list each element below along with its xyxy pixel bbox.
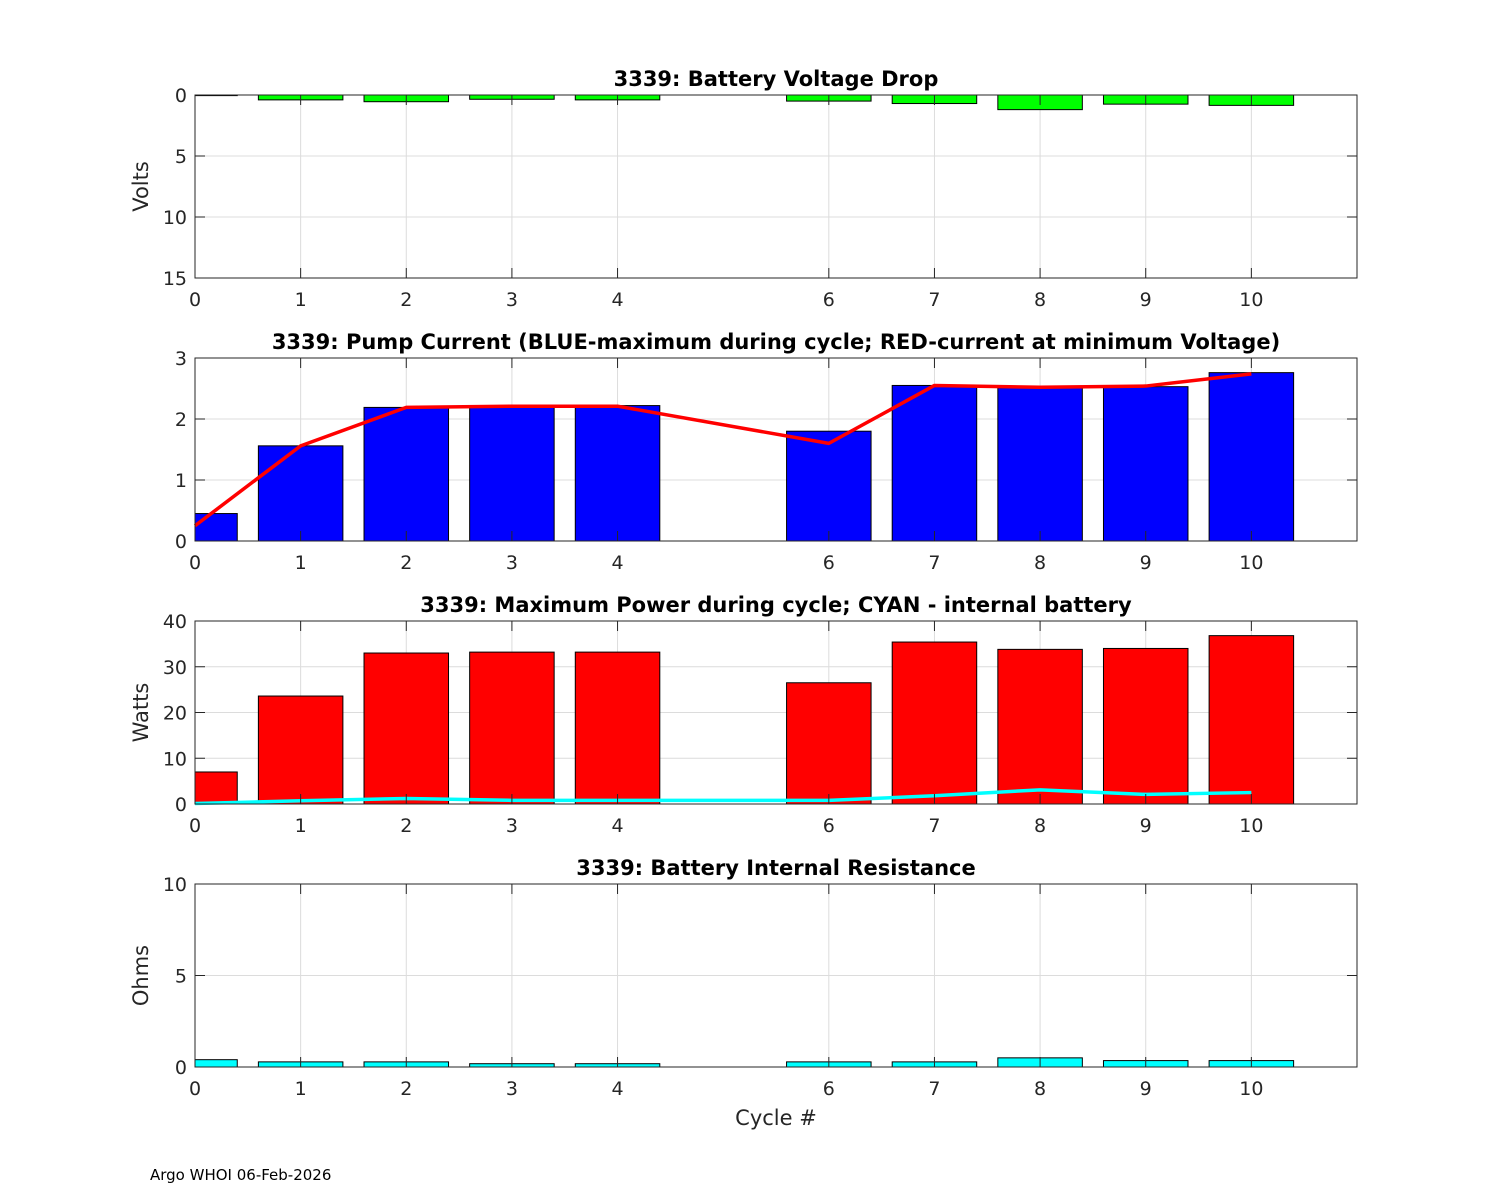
plot-area [195, 95, 1357, 278]
y-axis-label: Volts [129, 161, 153, 212]
x-tick-label: 10 [1239, 1078, 1263, 1100]
x-tick-label: 4 [611, 815, 623, 837]
x-tick-label: 10 [1239, 289, 1263, 311]
bar [891, 384, 978, 542]
x-tick-label: 6 [823, 552, 835, 574]
footer-stamp: Argo WHOI 06-Feb-2026 [150, 1166, 332, 1184]
axes-frame [194, 357, 1358, 542]
chart-panel-max-power: 0 1 2 3 4 6 7 8 9 10 0 10 20 30 40 3339: Maximum Power … [129, 593, 1358, 837]
x-tick-label: 9 [1140, 552, 1152, 574]
bar [1208, 372, 1295, 542]
x-tick-label: 0 [189, 815, 201, 837]
y-tick-label: 15 [163, 268, 187, 290]
x-tick-label: 7 [928, 289, 940, 311]
x-tick-label: 1 [295, 815, 307, 837]
x-tick-label: 3 [506, 289, 518, 311]
x-tick-label: 2 [400, 1078, 412, 1100]
x-tick-label: 9 [1140, 815, 1152, 837]
y-tick-label: 10 [163, 874, 187, 896]
x-tick-label: 1 [295, 1078, 307, 1100]
bar [1102, 647, 1189, 805]
series-line [194, 788, 1252, 806]
chart-panel-internal-resistance: 0 1 2 3 4 6 7 8 9 10 0 5 10 3339: Battery Internal Re… [129, 856, 1358, 1130]
chart-title: 3339: Battery Voltage Drop [614, 67, 939, 91]
x-tick-label: 0 [189, 1078, 201, 1100]
chart-panel-pump-current: 0 1 2 3 4 6 7 8 9 10 0 1 2 3 3339: Pump Current (BLUE-… [175, 330, 1358, 574]
x-tick-label: 8 [1034, 289, 1046, 311]
x-tick-label: 9 [1140, 289, 1152, 311]
x-tick-label: 7 [928, 552, 940, 574]
bar [194, 1059, 238, 1068]
y-tick-label: 2 [175, 409, 187, 431]
bar [574, 405, 661, 542]
bar [469, 405, 555, 542]
bar [469, 651, 555, 805]
bar [997, 648, 1083, 805]
y-tick-label: 10 [163, 207, 187, 229]
bar [997, 387, 1083, 542]
bar [786, 682, 872, 805]
x-tick-label: 0 [189, 289, 201, 311]
x-tick-label: 2 [400, 815, 412, 837]
axes-frame [194, 94, 1358, 279]
y-tick-label: 40 [163, 611, 187, 633]
bar [363, 652, 450, 805]
x-tick-label: 9 [1140, 1078, 1152, 1100]
x-tick-label: 8 [1034, 815, 1046, 837]
x-axis-label: Cycle # [735, 1106, 817, 1130]
chart-title: 3339: Battery Internal Resistance [576, 856, 976, 880]
x-tick-label: 6 [823, 1078, 835, 1100]
bar [257, 445, 344, 542]
y-tick-label: 0 [175, 794, 187, 816]
x-tick-label: 3 [506, 1078, 518, 1100]
x-tick-label: 6 [823, 289, 835, 311]
y-tick-label: 0 [175, 1057, 187, 1079]
y-tick-label: 5 [175, 966, 187, 988]
bar [891, 641, 978, 805]
x-tick-label: 4 [611, 1078, 623, 1100]
chart-title: 3339: Pump Current (BLUE-maximum during … [272, 330, 1280, 354]
bar [574, 651, 661, 805]
y-tick-label: 1 [175, 470, 187, 492]
x-tick-label: 3 [506, 552, 518, 574]
y-tick-label: 30 [163, 657, 187, 679]
x-tick-label: 10 [1239, 552, 1263, 574]
bar [363, 406, 450, 542]
chart-title: 3339: Maximum Power during cycle; CYAN -… [420, 593, 1132, 617]
y-tick-label: 10 [163, 748, 187, 770]
x-tick-label: 10 [1239, 815, 1263, 837]
bar [786, 430, 872, 542]
x-tick-label: 7 [928, 815, 940, 837]
y-tick-label: 3 [175, 348, 187, 370]
y-tick-label: 0 [175, 85, 187, 107]
bar [1102, 386, 1189, 542]
y-tick-label: 5 [175, 146, 187, 168]
chart-panel-voltage-drop: 0 1 2 3 4 6 7 8 9 10 0 5 10 15 3339: Battery Voltage D… [129, 67, 1358, 311]
y-tick-label: 0 [175, 531, 187, 553]
x-tick-label: 7 [928, 1078, 940, 1100]
x-tick-label: 1 [295, 289, 307, 311]
x-tick-label: 3 [506, 815, 518, 837]
y-tick-label: 20 [163, 703, 187, 725]
x-tick-label: 4 [611, 289, 623, 311]
x-tick-label: 4 [611, 552, 623, 574]
x-tick-label: 2 [400, 552, 412, 574]
series-line [193, 372, 1252, 528]
x-tick-label: 8 [1034, 552, 1046, 574]
x-tick-label: 8 [1034, 1078, 1046, 1100]
x-tick-label: 1 [295, 552, 307, 574]
x-tick-label: 6 [823, 815, 835, 837]
x-tick-label: 0 [189, 552, 201, 574]
bar [194, 771, 238, 805]
y-axis-label: Watts [129, 683, 153, 743]
bar [194, 513, 238, 542]
bar [257, 695, 344, 805]
bar [1208, 635, 1295, 805]
x-tick-label: 2 [400, 289, 412, 311]
y-axis-label: Ohms [129, 945, 153, 1006]
